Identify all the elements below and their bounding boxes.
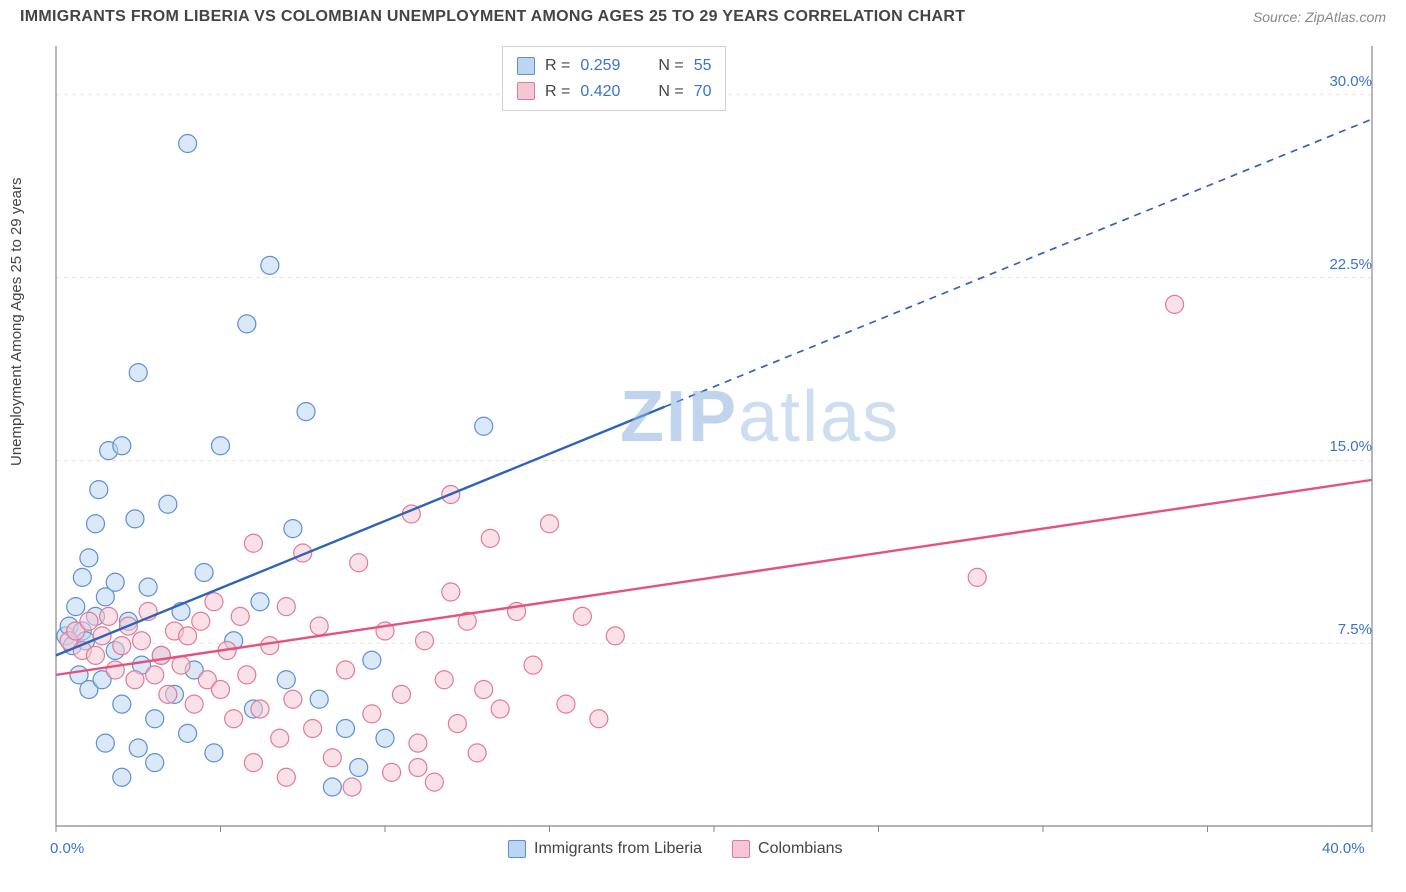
legend-row: R = 0.259N = 55 — [517, 53, 711, 79]
chart-container: Unemployment Among Ages 25 to 29 years Z… — [0, 36, 1406, 892]
legend-item: Immigrants from Liberia — [508, 840, 702, 858]
legend-swatch — [732, 840, 750, 858]
y-tick-label: 15.0% — [1312, 438, 1372, 455]
source-label: Source: ZipAtlas.com — [1253, 9, 1386, 25]
legend-row: R = 0.420N = 70 — [517, 79, 711, 105]
legend-swatch — [517, 82, 535, 100]
legend-swatch — [517, 57, 535, 75]
y-axis-label: Unemployment Among Ages 25 to 29 years — [8, 177, 25, 466]
correlation-legend: R = 0.259N = 55R = 0.420N = 70 — [502, 46, 726, 111]
series-legend: Immigrants from Liberia Colombians — [508, 840, 843, 858]
page-title: IMMIGRANTS FROM LIBERIA VS COLOMBIAN UNE… — [20, 8, 965, 26]
legend-swatch — [508, 840, 526, 858]
y-tick-label: 30.0% — [1312, 73, 1372, 90]
y-tick-label: 7.5% — [1312, 621, 1372, 638]
x-axis-max-label: 40.0% — [1322, 840, 1365, 857]
y-tick-label: 22.5% — [1312, 256, 1372, 273]
legend-item: Colombians — [732, 840, 842, 858]
scatter-plot — [0, 36, 1406, 892]
x-axis-min-label: 0.0% — [50, 840, 84, 857]
